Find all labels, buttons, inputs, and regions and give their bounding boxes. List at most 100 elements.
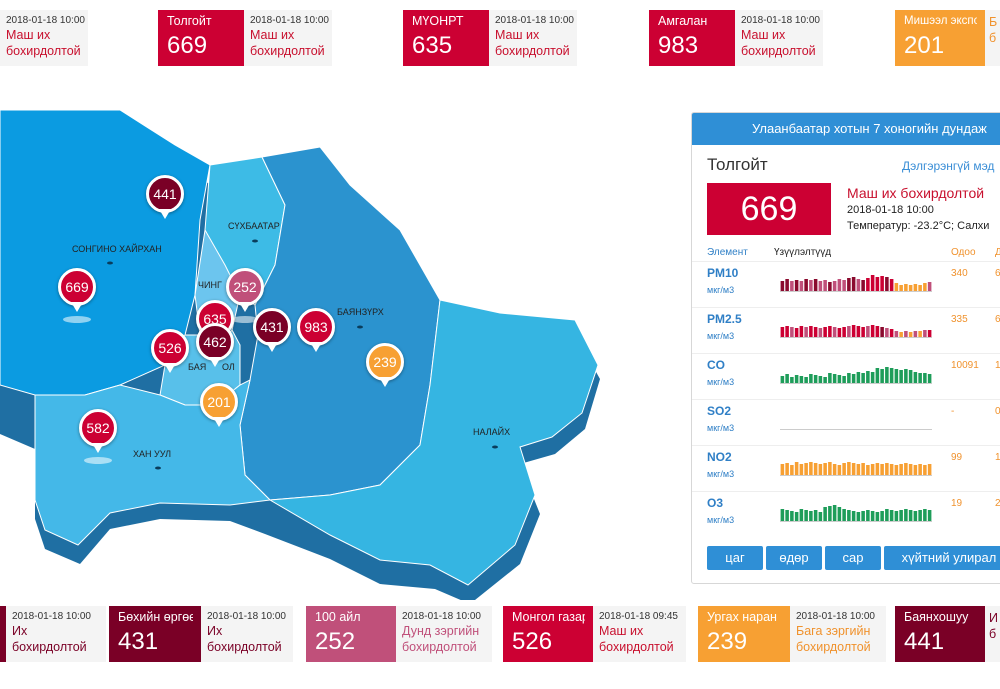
- district-map: СОНГИНО ХАЙРХАН СҮХБААТАР ЧИНГ БАЯНЗҮРХ …: [0, 109, 600, 600]
- station-card[interactable]: 2018-01-18 10:00 Маш их бохирдолтой: [0, 10, 88, 66]
- pollutant-row: O3 мкг/м3 19 2: [692, 491, 1000, 537]
- trend-bar: [866, 465, 870, 475]
- trend-bar: [809, 374, 813, 383]
- station-info: И б: [985, 606, 1000, 662]
- district-label: СҮХБААТАР: [228, 221, 280, 231]
- district-label: ХАН УУЛ: [133, 449, 171, 459]
- station-tile: Ургах наран 239: [698, 606, 790, 662]
- trend-bar: [809, 326, 813, 337]
- district-label: НАЛАЙХ: [473, 426, 510, 437]
- trend-bar: [870, 372, 875, 383]
- trend-bar: [794, 512, 799, 521]
- district-label: БАЯ: [188, 362, 206, 372]
- tab-month[interactable]: сар: [825, 546, 881, 570]
- tab-day[interactable]: өдөр: [766, 546, 822, 570]
- trend-bar: [823, 377, 827, 383]
- pollutant-trend-chart: [780, 275, 932, 292]
- pollutant-current: 99: [951, 452, 963, 463]
- trend-bar: [785, 279, 789, 291]
- tab-hour[interactable]: цаг: [707, 546, 763, 570]
- pollutant-average: 2: [995, 498, 1000, 509]
- map-marker[interactable]: 983: [297, 308, 335, 352]
- pollutant-current: 10091: [951, 360, 979, 371]
- trend-bar: [813, 510, 818, 521]
- marker-value: 252: [233, 279, 257, 295]
- trend-bar: [790, 281, 794, 291]
- map-marker[interactable]: 462: [196, 323, 234, 367]
- station-tile: МҮОНРТ 635: [403, 10, 489, 66]
- trend-bar: [856, 372, 861, 383]
- station-aqi: 239: [707, 628, 748, 655]
- pollutant-trend-chart: [780, 462, 932, 476]
- trend-bar: [818, 512, 823, 521]
- trend-bar: [847, 510, 851, 521]
- pollutant-average: 0: [995, 406, 1000, 417]
- more-details-link[interactable]: Дэлгэрэнгүй мэд: [902, 159, 995, 173]
- pollutant-name: O3: [707, 496, 724, 510]
- trend-bar: [923, 373, 927, 383]
- trend-bar: [813, 463, 818, 475]
- pollutant-average: 6: [995, 268, 1000, 279]
- pollutant-average: 6: [995, 314, 1000, 325]
- station-card-tolgoit[interactable]: Толгойт 669 2018-01-18 10:00 Маш их бохи…: [158, 10, 332, 66]
- card-level: Б: [989, 15, 998, 29]
- trend-bar: [804, 377, 808, 383]
- station-card-misheel-expo[interactable]: Мишээл экспо 201 Б б: [895, 10, 1000, 66]
- station-info: Б б: [985, 10, 1000, 66]
- card-date: 2018-01-18 10:00: [402, 611, 481, 622]
- trend-bar: [790, 327, 794, 337]
- trend-bar: [908, 285, 913, 291]
- trend-bar: [794, 375, 799, 383]
- station-card-mongol-gazar[interactable]: Монгол газар 526 2018-01-18 09:45 Маш их…: [503, 606, 686, 662]
- pollutant-current: 335: [951, 314, 968, 325]
- station-info: 2018-01-18 10:00 Маш их бохирдолтой: [244, 10, 332, 66]
- trend-bar: [866, 510, 870, 521]
- trend-bar: [794, 280, 799, 291]
- map-marker[interactable]: 526: [151, 329, 189, 373]
- tab-cold-season[interactable]: хүйтний улирал: [884, 546, 1000, 570]
- district-nalaikh[interactable]: [268, 299, 599, 586]
- station-name: Мишээл экспо: [904, 15, 977, 27]
- station-card-bayankhoshuu[interactable]: Баянхошуу 441 И б: [895, 606, 1000, 662]
- trend-bar: [790, 465, 794, 475]
- trend-bar: [875, 368, 880, 383]
- trend-bar: [880, 369, 884, 383]
- station-info: 2018-01-18 09:45 Маш их бохирдолтой: [593, 606, 686, 662]
- pollutant-unit: мкг/м3: [707, 285, 735, 295]
- map-marker[interactable]: 441: [146, 175, 184, 219]
- trend-bar: [885, 509, 889, 521]
- trend-bar: [880, 511, 884, 521]
- marker-value: 441: [153, 186, 177, 202]
- card-date: 2018-01-18 10:00: [250, 15, 329, 26]
- station-card[interactable]: 2018-01-18 10:00 Их бохирдолтой: [0, 606, 106, 662]
- card-date: 2018-01-18 10:00: [12, 611, 91, 622]
- map-marker[interactable]: 669: [58, 268, 96, 323]
- col-element: Элемент: [707, 247, 748, 258]
- trend-bar: [904, 509, 908, 521]
- pollutant-current: -: [951, 406, 955, 417]
- station-card-amgalan[interactable]: Амгалан 983 2018-01-18 10:00 Маш их бохи…: [649, 10, 823, 66]
- trend-bar: [847, 278, 851, 291]
- card-level: Маш их: [741, 28, 786, 42]
- station-info: 2018-01-18 10:00 Маш их бохирдолтой: [735, 10, 823, 66]
- station-card-muonrt[interactable]: МҮОНРТ 635 2018-01-18 10:00 Маш их бохир…: [403, 10, 577, 66]
- map-marker[interactable]: 201: [200, 383, 238, 427]
- pollutant-unit: мкг/м3: [707, 469, 735, 479]
- card-level-2: бохирдолтой: [6, 44, 81, 58]
- trend-bar: [923, 283, 927, 291]
- trend-bar: [785, 326, 789, 337]
- trend-bar: [818, 464, 823, 475]
- trend-bar: [927, 464, 932, 475]
- card-date: 2018-01-18 10:00: [495, 15, 574, 26]
- map-marker[interactable]: 582: [79, 409, 117, 464]
- pollutant-average: 1: [995, 360, 1000, 371]
- pollutant-row: SO2 мкг/м3 - 0: [692, 399, 1000, 445]
- station-card-bokhiin-urguu[interactable]: Бөхийн өргөө 431 2018-01-18 10:00 Их бох…: [109, 606, 293, 662]
- station-card-urgakh-naran[interactable]: Ургах наран 239 2018-01-18 10:00 Бага зэ…: [698, 606, 886, 662]
- map-marker[interactable]: 252: [226, 268, 264, 323]
- map-marker[interactable]: 239: [366, 343, 404, 387]
- station-card-100-ail[interactable]: 100 айл 252 2018-01-18 10:00 Дунд зэргий…: [306, 606, 492, 662]
- card-date: 2018-01-18 10:00: [207, 611, 286, 622]
- map-marker[interactable]: 431: [253, 308, 291, 352]
